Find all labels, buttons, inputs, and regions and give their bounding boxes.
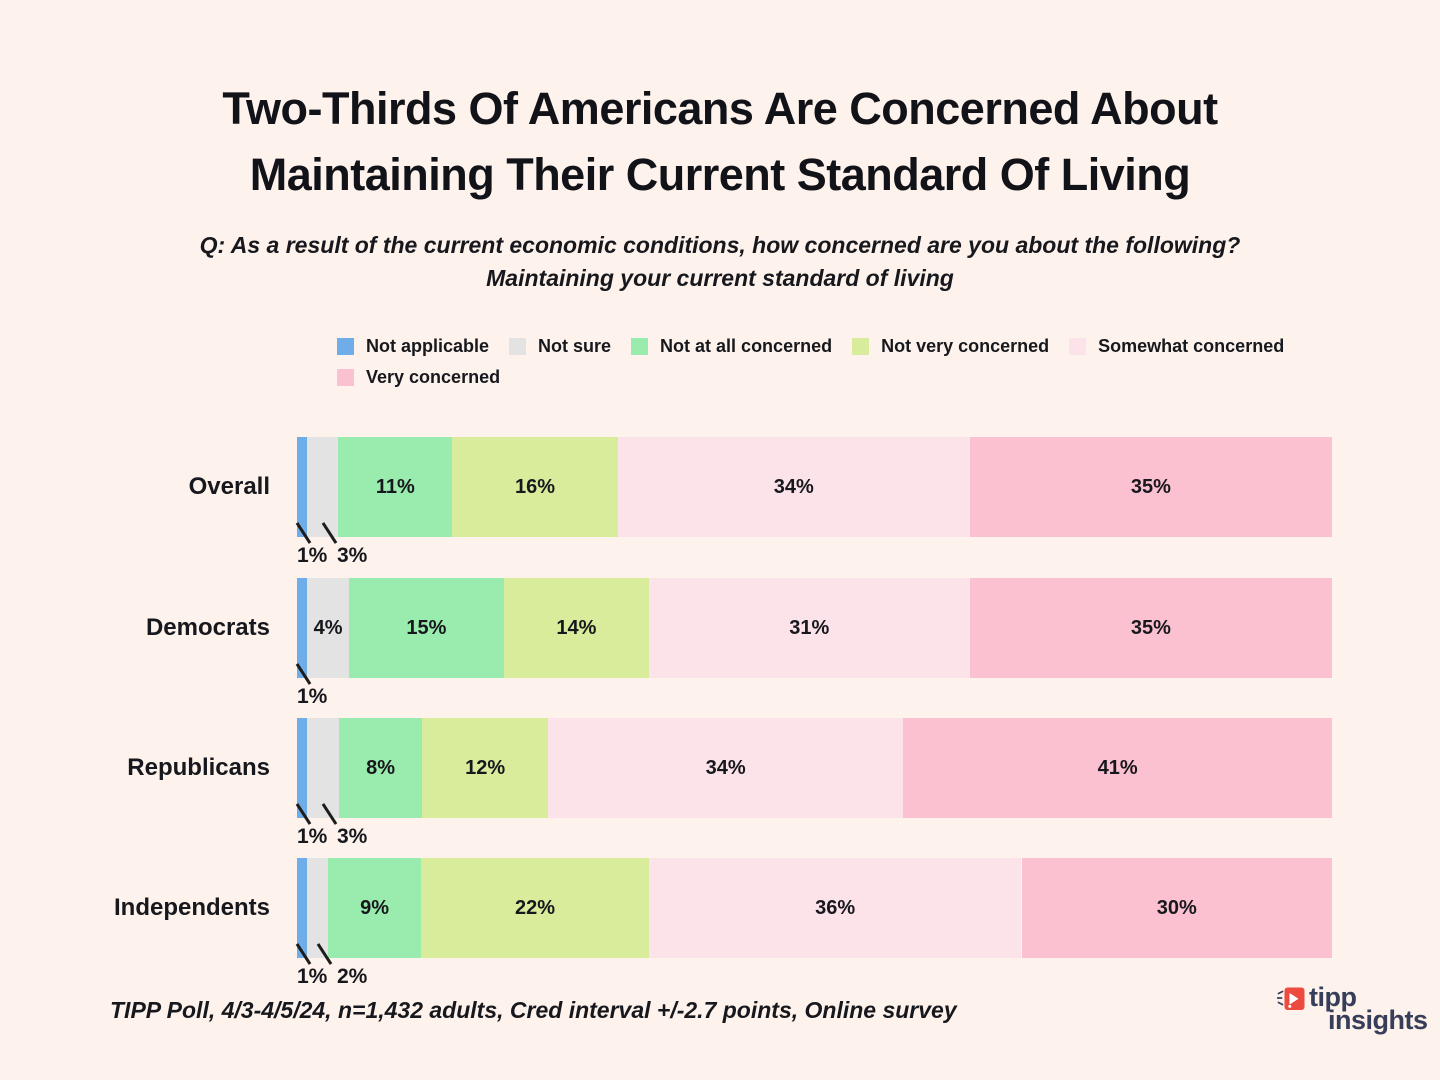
bar-segment-somewhat-concerned: 31% bbox=[648, 578, 970, 678]
segment-value-label-outside: 1% bbox=[297, 544, 328, 567]
bar-segment-very-concerned: 35% bbox=[969, 578, 1332, 678]
subtitle-line-2: Maintaining your current standard of liv… bbox=[486, 265, 954, 291]
bar-segment-not-very-concerned: 16% bbox=[452, 437, 618, 537]
segment-value-label: 34% bbox=[705, 756, 746, 779]
legend-label: Very concerned bbox=[366, 367, 501, 387]
bar-segment-somewhat-concerned: 34% bbox=[547, 718, 904, 818]
bar-segment-not-applicable bbox=[297, 437, 308, 537]
stacked-bar-democrats: 1% 4% 15% 14% 31% 35% bbox=[295, 578, 1332, 708]
legend-swatch-not-very-concerned bbox=[852, 338, 870, 355]
title-line-2: Maintaining Their Current Standard Of Li… bbox=[249, 149, 1191, 200]
segment-value-label-outside: 3% bbox=[337, 544, 368, 567]
segment-value-label: 31% bbox=[789, 616, 830, 639]
segment-value-label-outside: 2% bbox=[337, 965, 368, 988]
bar-segment-not-sure bbox=[307, 718, 339, 818]
subtitle-line-1: Q: As a result of the current economic c… bbox=[199, 232, 1241, 258]
category-label: Independents bbox=[113, 894, 270, 921]
title-line-1: Two-Thirds Of Americans Are Concerned Ab… bbox=[222, 83, 1218, 134]
legend-swatch-not-sure bbox=[509, 338, 527, 355]
legend-swatch-not-applicable bbox=[337, 338, 354, 355]
chart-row-independents: Independents 1% 2% 9% 22% 36% 30% bbox=[0, 858, 1440, 998]
segment-value-label-outside: 3% bbox=[337, 825, 368, 848]
segment-value-label-outside: 1% bbox=[297, 825, 328, 848]
bar-segment-not-at-all-concerned: 15% bbox=[348, 578, 504, 678]
bar-segment-not-very-concerned: 22% bbox=[421, 858, 649, 958]
segment-value-label: 12% bbox=[465, 756, 506, 779]
legend-swatch-very-concerned bbox=[337, 369, 354, 386]
brand-logo-text: tipp insights bbox=[1309, 982, 1428, 1035]
segment-value-label: 14% bbox=[556, 616, 597, 639]
bar-segment-not-sure: 4% bbox=[307, 578, 349, 678]
category-label: Overall bbox=[188, 473, 270, 500]
legend-item-not-sure: Not sure bbox=[509, 334, 611, 359]
segment-value-label: 36% bbox=[815, 896, 856, 919]
legend-swatch-not-at-all-concerned bbox=[631, 338, 649, 355]
segment-value-label: 41% bbox=[1097, 756, 1138, 779]
chart: Overall 1% 3% 11% 16% 34% 35% Democrats 1% 4% 15% 1… bbox=[0, 437, 1440, 1002]
bar-segment-not-applicable bbox=[297, 578, 308, 678]
bar-segment-not-sure bbox=[307, 437, 339, 537]
stacked-bar-independents: 1% 2% 9% 22% 36% 30% bbox=[295, 858, 1332, 988]
tipp-insights-icon bbox=[1277, 987, 1305, 1010]
chart-row-republicans: Republicans 1% 3% 8% 12% 34% 41% bbox=[0, 718, 1440, 858]
bar-segment-somewhat-concerned: 36% bbox=[648, 858, 1022, 958]
chart-row-democrats: Democrats 1% 4% 15% 14% 31% 35% bbox=[0, 578, 1440, 718]
segment-value-label: 22% bbox=[515, 896, 556, 919]
bar-segment-very-concerned: 30% bbox=[1021, 858, 1332, 958]
segment-value-label-outside: 1% bbox=[297, 685, 328, 708]
bar-segment-not-at-all-concerned: 11% bbox=[338, 437, 453, 537]
bar-segment-not-at-all-concerned: 8% bbox=[338, 718, 423, 818]
chart-row-overall: Overall 1% 3% 11% 16% 34% 35% bbox=[0, 437, 1440, 577]
source-note: TIPP Poll, 4/3-4/5/24, n=1,432 adults, C… bbox=[110, 997, 957, 1023]
stacked-bar-overall: 1% 3% 11% 16% 34% 35% bbox=[295, 437, 1332, 567]
bar-segment-not-applicable bbox=[297, 858, 308, 958]
legend-item-somewhat-concerned: Somewhat concerned bbox=[1069, 334, 1284, 359]
stacked-bar-republicans: 1% 3% 8% 12% 34% 41% bbox=[295, 718, 1332, 848]
segment-value-label: 34% bbox=[773, 475, 814, 498]
legend-label: Somewhat concerned bbox=[1098, 336, 1285, 356]
bar-segment-very-concerned: 35% bbox=[969, 437, 1332, 537]
bar-segment-somewhat-concerned: 34% bbox=[617, 437, 970, 537]
segment-value-label: 35% bbox=[1130, 616, 1171, 639]
logo-text-tipp: tipp bbox=[1309, 982, 1357, 1012]
category-label: Democrats bbox=[145, 614, 270, 641]
bar-segment-very-concerned: 41% bbox=[903, 718, 1332, 818]
segment-value-label: 30% bbox=[1156, 896, 1197, 919]
segment-value-label: 8% bbox=[366, 756, 396, 779]
segment-value-label: 15% bbox=[406, 616, 447, 639]
page-title: Two-Thirds Of Americans Are Concerned Ab… bbox=[0, 76, 1440, 208]
logo-text-insights: insights bbox=[1328, 1005, 1428, 1035]
bar-segment-not-sure bbox=[307, 858, 329, 958]
segment-value-label: 16% bbox=[515, 475, 556, 498]
segment-value-label-outside: 1% bbox=[297, 965, 328, 988]
segment-value-label: 4% bbox=[313, 616, 343, 639]
brand-logo: tipp insights bbox=[1277, 982, 1428, 1035]
legend-item-not-at-all-concerned: Not at all concerned bbox=[631, 334, 832, 359]
bar-segment-not-very-concerned: 12% bbox=[422, 718, 548, 818]
legend-item-not-very-concerned: Not very concerned bbox=[852, 334, 1049, 359]
legend-item-not-applicable: Not applicable bbox=[337, 334, 489, 359]
legend-label: Not applicable bbox=[366, 336, 490, 356]
segment-value-label: 11% bbox=[375, 475, 415, 498]
legend: Not applicable Not sure Not at all concern… bbox=[337, 334, 1357, 390]
bar-segment-not-applicable bbox=[297, 718, 308, 818]
bar-segment-not-very-concerned: 14% bbox=[504, 578, 649, 678]
legend-item-very-concerned: Very concerned bbox=[337, 365, 500, 390]
legend-label: Not at all concerned bbox=[660, 336, 833, 356]
legend-label: Not very concerned bbox=[881, 336, 1050, 356]
legend-swatch-somewhat-concerned bbox=[1069, 338, 1087, 355]
question-subtitle: Q: As a result of the current economic c… bbox=[0, 229, 1440, 295]
segment-value-label: 35% bbox=[1130, 475, 1171, 498]
segment-value-label: 9% bbox=[360, 896, 390, 919]
category-label: Republicans bbox=[127, 754, 270, 781]
legend-label: Not sure bbox=[538, 336, 612, 356]
bar-segment-not-at-all-concerned: 9% bbox=[328, 858, 422, 958]
